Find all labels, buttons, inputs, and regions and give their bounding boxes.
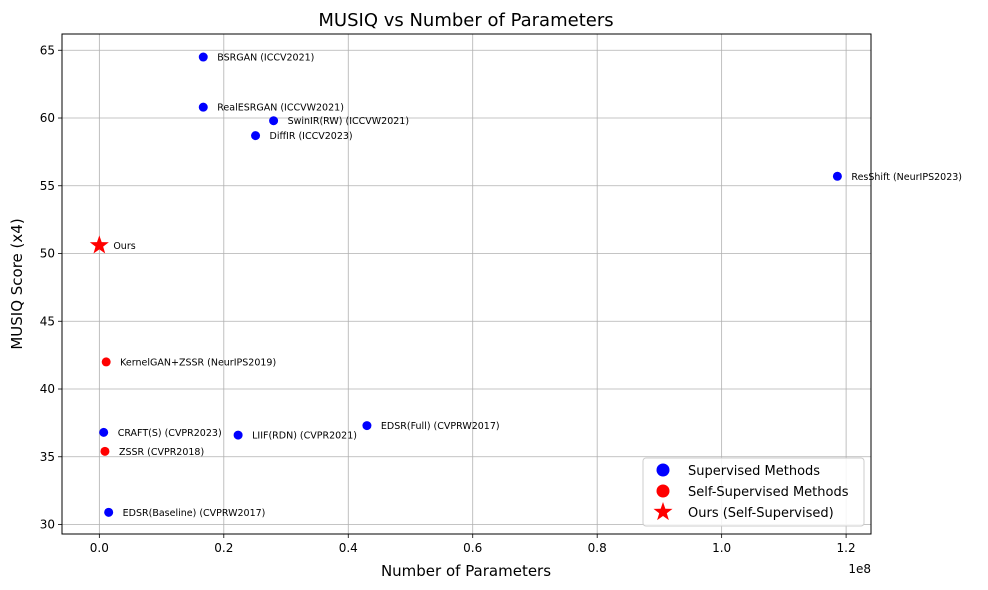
data-point-ours-star <box>89 235 109 254</box>
data-point-label: CRAFT(S) (CVPR2023) <box>118 428 222 439</box>
y-tick-label: 50 <box>40 247 55 261</box>
legend-box <box>642 457 865 527</box>
data-point-supervised <box>198 102 208 112</box>
x-tick-label: 0.0 <box>90 541 109 555</box>
data-point-supervised <box>233 430 243 440</box>
data-point-label: Ours <box>113 241 135 252</box>
x-tick-label: 0.8 <box>588 541 607 555</box>
plot-area <box>61 33 872 535</box>
legend-marker-supervised <box>656 463 670 477</box>
data-point-label: EDSR(Full) (CVPRW2017) <box>381 421 500 432</box>
legend-marker-ours-star <box>653 502 673 521</box>
data-point-supervised <box>251 131 261 141</box>
data-point-label: LIIF(RDN) (CVPR2021) <box>252 431 357 442</box>
legend: Supervised Methods Self-Supervised Metho… <box>642 457 865 527</box>
legend-label-ours: Ours (Self-Supervised) <box>688 506 834 521</box>
data-point-supervised <box>99 427 109 437</box>
data-point-label: ResShift (NeurIPS2023) <box>851 172 962 183</box>
y-tick-label: 35 <box>40 450 55 464</box>
data-point-supervised <box>269 116 279 126</box>
data-point-label: DiffIR (ICCV2023) <box>270 131 353 142</box>
axis-ticks: 0.0 0.2 0.4 0.6 0.8 1.0 1.2 30 35 40 45 50 55 60 65 <box>40 43 856 555</box>
data-point-label: EDSR(Baseline) (CVPRW2017) <box>123 508 266 519</box>
x-axis-offset-label: 1e8 <box>848 562 871 576</box>
data-point-supervised <box>198 52 208 62</box>
data-point-label: ZSSR (CVPR2018) <box>119 447 204 458</box>
y-tick-label: 55 <box>40 179 55 193</box>
y-tick-label: 60 <box>40 111 55 125</box>
y-tick-label: 30 <box>40 518 55 532</box>
data-point-supervised <box>362 421 372 431</box>
legend-label-self-supervised: Self-Supervised Methods <box>688 485 849 500</box>
x-tick-label: 0.4 <box>339 541 358 555</box>
data-point-label: RealESRGAN (ICCVW2021) <box>217 103 344 114</box>
data-point-labels: BSRGAN (ICCV2021) RealESRGAN (ICCVW2021) S… <box>113 53 962 519</box>
data-points <box>89 52 842 517</box>
data-point-label: BSRGAN (ICCV2021) <box>217 53 314 64</box>
x-tick-label: 1.0 <box>712 541 731 555</box>
legend-label-supervised: Supervised Methods <box>688 464 820 479</box>
y-axis-title: MUSIQ Score (x4) <box>8 218 26 349</box>
data-point-label: SwinIR(RW) (ICCVW2021) <box>288 116 409 127</box>
x-tick-label: 0.2 <box>214 541 233 555</box>
y-tick-label: 45 <box>40 314 55 328</box>
data-point-self-supervised <box>100 446 110 456</box>
data-point-supervised <box>832 171 842 181</box>
y-tick-label: 40 <box>40 382 55 396</box>
data-point-label: KernelGAN+ZSSR (NeurIPS2019) <box>120 357 276 368</box>
grid-lines <box>62 34 871 534</box>
chart-title: MUSIQ vs Number of Parameters <box>318 10 613 31</box>
legend-marker-self-supervised <box>656 484 670 498</box>
y-tick-label: 65 <box>40 43 55 57</box>
x-tick-label: 0.6 <box>463 541 482 555</box>
x-tick-label: 1.2 <box>837 541 856 555</box>
data-point-supervised <box>104 507 114 517</box>
x-axis-title: Number of Parameters <box>381 562 551 580</box>
data-point-self-supervised <box>101 357 111 367</box>
